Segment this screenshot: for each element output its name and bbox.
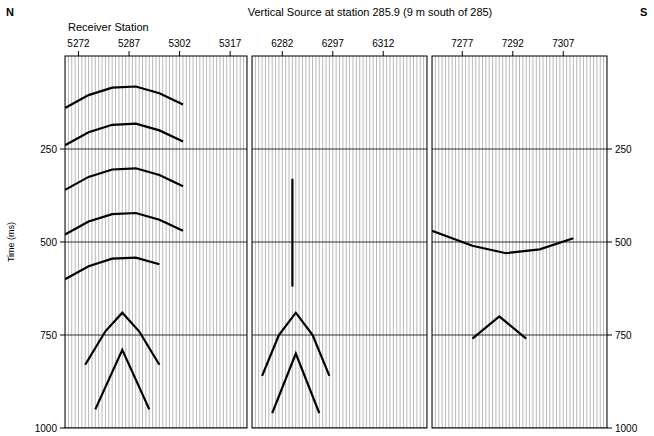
y-tick-label: 500 bbox=[615, 237, 632, 248]
grid-line bbox=[252, 149, 427, 150]
trace bbox=[292, 56, 293, 428]
event bbox=[65, 168, 183, 190]
y-tick-label: 250 bbox=[40, 144, 57, 155]
panel-frame bbox=[65, 56, 247, 428]
y-tick-label: 1000 bbox=[615, 423, 638, 434]
x-tick-label: 7277 bbox=[451, 38, 474, 49]
x-tick-label: 7307 bbox=[552, 38, 575, 49]
event bbox=[65, 258, 159, 280]
title: Vertical Source at station 285.9 (9 m so… bbox=[248, 6, 493, 18]
x-tick bbox=[383, 51, 384, 56]
grid-line bbox=[252, 242, 427, 243]
x-tick-label: 5317 bbox=[219, 38, 242, 49]
x-tick bbox=[129, 51, 130, 56]
panel-frame bbox=[432, 56, 607, 428]
panel-frame bbox=[252, 56, 427, 428]
y-tick bbox=[60, 242, 65, 243]
panel-plot bbox=[252, 56, 427, 428]
event bbox=[65, 213, 183, 235]
x-tick-label: 6282 bbox=[271, 38, 294, 49]
y-tick-label: 1000 bbox=[35, 423, 58, 434]
x-tick bbox=[563, 51, 564, 56]
y-tick-label: 500 bbox=[40, 237, 57, 248]
y-tick bbox=[60, 335, 65, 336]
grid-line bbox=[65, 149, 247, 150]
y-tick-label: 750 bbox=[615, 330, 632, 341]
panel-plot bbox=[432, 56, 607, 428]
event bbox=[65, 124, 183, 146]
event bbox=[65, 87, 183, 109]
grid-line bbox=[65, 335, 247, 336]
y-tick bbox=[607, 428, 612, 429]
grid-line bbox=[432, 335, 607, 336]
event bbox=[291, 179, 293, 287]
event bbox=[95, 350, 149, 410]
x-tick-label: 7292 bbox=[502, 38, 525, 49]
x-tick bbox=[78, 51, 79, 56]
y-tick bbox=[60, 149, 65, 150]
x-tick-label: 5302 bbox=[168, 38, 191, 49]
x-tick bbox=[462, 51, 463, 56]
x-tick bbox=[179, 51, 180, 56]
grid-line bbox=[432, 149, 607, 150]
y-axis-title: Time (ms) bbox=[6, 222, 16, 262]
y-tick-label: 750 bbox=[40, 330, 57, 341]
x-tick-label: 5287 bbox=[118, 38, 141, 49]
event bbox=[85, 313, 159, 365]
x-tick-label: 5272 bbox=[67, 38, 90, 49]
y-tick bbox=[607, 149, 612, 150]
event bbox=[432, 231, 573, 253]
x-tick bbox=[332, 51, 333, 56]
x-tick bbox=[512, 51, 513, 56]
chart: Vertical Source at station 285.9 (9 m so… bbox=[0, 0, 654, 436]
panel-plot bbox=[65, 56, 247, 428]
grid-line bbox=[65, 242, 247, 243]
y-tick bbox=[60, 428, 65, 429]
x-tick bbox=[230, 51, 231, 56]
event bbox=[272, 354, 319, 414]
x-tick-label: 6297 bbox=[322, 38, 345, 49]
event bbox=[262, 313, 329, 376]
event bbox=[472, 316, 526, 338]
y-tick bbox=[607, 242, 612, 243]
right-label: S bbox=[640, 6, 647, 18]
x-tick bbox=[282, 51, 283, 56]
x-axis-title: Receiver Station bbox=[68, 21, 149, 33]
y-tick-label: 250 bbox=[615, 144, 632, 155]
y-tick bbox=[607, 335, 612, 336]
left-label: N bbox=[6, 6, 14, 18]
x-tick-label: 6312 bbox=[372, 38, 395, 49]
